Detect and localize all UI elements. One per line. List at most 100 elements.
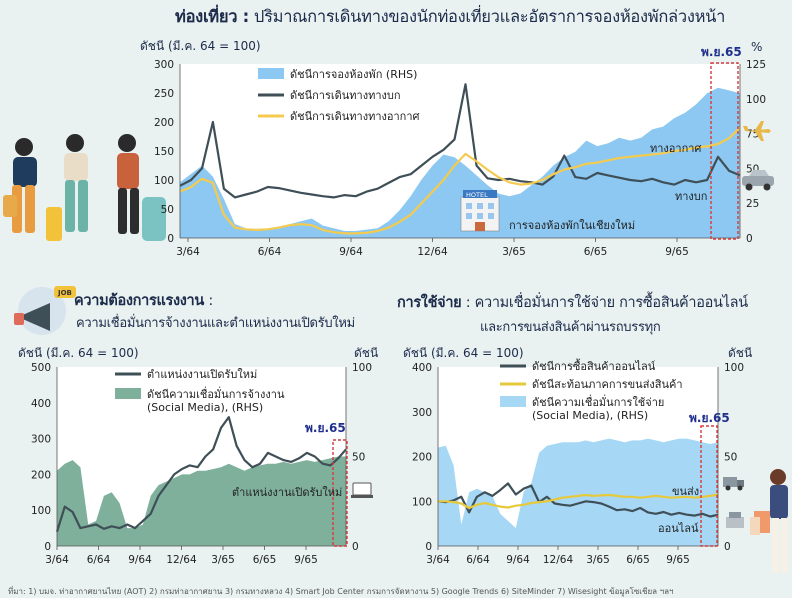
x-tick-label: 9/65 xyxy=(294,554,318,566)
annotation-online: ออนไลน์ xyxy=(658,522,699,535)
x-tick-label: 9/64 xyxy=(339,246,363,258)
y2-tick-label: 125 xyxy=(746,59,766,71)
period-highlight-box xyxy=(710,62,739,240)
y-tick-label: 300 xyxy=(154,59,174,71)
y2-tick-label: 25 xyxy=(746,198,759,210)
y-tick-label: 50 xyxy=(161,204,174,216)
legend-label: ดัชนีการเดินทางทางบก xyxy=(290,89,401,102)
top-lhs-unit: ดัชนี (มี.ค. 64 = 100) xyxy=(140,39,261,53)
legend-label: ดัชนีการเดินทางทางอากาศ xyxy=(290,110,420,123)
annotation-hotel-booking: การจองห้องพักในเชียงใหม่ xyxy=(509,219,635,232)
labor-chart: 0 100 200 300 400 500 0 50 100 3/64 6/64 9/64 12/64 3… xyxy=(31,362,373,566)
x-tick-label: 3/65 xyxy=(502,246,526,258)
y-tick-label: 300 xyxy=(31,434,51,446)
spending-rhs-unit: ดัชนี xyxy=(728,346,753,360)
series-line-1 xyxy=(438,493,719,510)
x-tick-label: 9/65 xyxy=(665,246,689,258)
legend-swatch xyxy=(500,396,526,407)
y2-tick-label: 50 xyxy=(352,452,365,464)
y-tick-label: 0 xyxy=(44,541,51,553)
series-area-2 xyxy=(438,438,718,546)
x-tick-label: 12/64 xyxy=(166,554,197,566)
spending-subtitle: และการขนส่งสินค้าผ่านรถบรรทุก xyxy=(480,320,661,335)
labor-title: ความต้องการแรงงาน : xyxy=(74,289,213,312)
traveler-icon xyxy=(3,134,166,241)
y-tick-label: 0 xyxy=(425,541,432,553)
labor-title-colon: : xyxy=(208,293,213,309)
y-tick-label: 100 xyxy=(412,496,432,508)
megaphone-icon: JOB xyxy=(14,286,76,335)
x-tick-label: 9/64 xyxy=(128,554,152,566)
hotel-icon: HOTEL xyxy=(460,190,500,232)
airplane-icon xyxy=(743,121,771,141)
legend-swatch xyxy=(115,388,141,399)
y-tick-label: 400 xyxy=(412,362,432,374)
labor-period-tag: พ.ย.65 xyxy=(305,421,346,435)
annotation-job-openings: ตำแหน่งงานเปิดรับใหม่ xyxy=(232,486,342,499)
legend-label: ดัชนีการซื้อสินค้าออนไลน์ xyxy=(532,358,656,373)
y-tick-label: 100 xyxy=(31,505,51,517)
top-rhs-unit: % xyxy=(751,40,763,54)
y-tick-label: 150 xyxy=(154,146,174,158)
shopper-icon xyxy=(750,469,788,573)
series-line-1 xyxy=(179,83,741,199)
y-tick-label: 200 xyxy=(154,117,174,129)
y-tick-label: 200 xyxy=(31,469,51,481)
series-line-0 xyxy=(437,482,719,518)
x-tick-label: 3/64 xyxy=(426,554,450,566)
x-tick-label: 6/64 xyxy=(466,554,490,566)
series-area-1 xyxy=(57,456,346,546)
svg-text:HOTEL: HOTEL xyxy=(466,191,488,199)
period-tag: พ.ย.65 xyxy=(701,45,742,59)
legend-label-cont: (Social Media), (RHS) xyxy=(532,409,648,422)
annotation-transport: ขนส่ง xyxy=(672,485,699,498)
source-footnote: ที่มา: 1) บมจ. ท่าอากาศยานไทย (AOT) 2) ก… xyxy=(8,587,674,596)
x-tick-label: 6/65 xyxy=(626,554,650,566)
x-tick-label: 12/64 xyxy=(417,246,448,258)
truck-icon xyxy=(723,477,744,491)
y2-tick-label: 0 xyxy=(352,541,359,553)
series-line-0 xyxy=(55,416,347,533)
series-line-2 xyxy=(179,127,741,235)
y-tick-label: 100 xyxy=(154,175,174,187)
y2-tick-label: 0 xyxy=(724,541,731,553)
car-icon xyxy=(742,170,774,191)
y2-tick-label: 100 xyxy=(352,362,372,374)
y2-tick-label: 100 xyxy=(724,362,744,374)
x-tick-label: 9/64 xyxy=(506,554,530,566)
y-tick-label: 250 xyxy=(154,88,174,100)
labor-rhs-unit: ดัชนี xyxy=(354,346,379,360)
y-tick-label: 500 xyxy=(31,362,51,374)
labor-title-bold: ความต้องการแรงงาน xyxy=(74,293,205,309)
laptop-icon xyxy=(351,482,373,498)
legend-label: ตำแหน่งงานเปิดรับใหม่ xyxy=(147,368,257,381)
y-tick-label: 400 xyxy=(31,398,51,410)
period-highlight-box xyxy=(332,439,348,547)
legend-label: ดัชนีความเชื่อมั่นการใช้จ่าย xyxy=(532,394,664,409)
x-tick-label: 12/64 xyxy=(543,554,574,566)
job-badge: JOB xyxy=(57,289,72,297)
spending-period-tag: พ.ย.65 xyxy=(689,411,730,425)
spending-title: การใช้จ่าย : ความเชื่อมั่นการใช้จ่าย การ… xyxy=(397,291,748,314)
y-tick-label: 300 xyxy=(412,407,432,419)
annotation-air: ทางอากาศ xyxy=(650,142,701,155)
legend-label-cont: (Social Media), (RHS) xyxy=(147,401,263,414)
annotation-land: ทางบก xyxy=(675,190,707,203)
y-tick-label: 0 xyxy=(167,233,174,245)
series-area-0 xyxy=(180,87,740,238)
y-tick-label: 200 xyxy=(412,452,432,464)
x-tick-label: 6/65 xyxy=(584,246,608,258)
x-tick-label: 6/64 xyxy=(87,554,111,566)
x-tick-label: 9/65 xyxy=(666,554,690,566)
y2-tick-label: 50 xyxy=(724,452,737,464)
x-tick-label: 6/65 xyxy=(253,554,277,566)
page-title: ท่องเที่ยว : ปริมาณการเดินทางของนักท่องเ… xyxy=(175,4,725,30)
y2-tick-label: 0 xyxy=(746,233,753,245)
page-title-bold: ท่องเที่ยว : xyxy=(175,7,249,26)
cash-register-icon xyxy=(726,512,744,528)
legend-label: ดัชนีการจองห้องพัก (RHS) xyxy=(290,68,417,81)
legend-label: ดัชนีสะท้อนภาคการขนส่งสินค้า xyxy=(532,378,683,391)
labor-subtitle: ความเชื่อมั่นการจ้างงานและตำแหน่งงานเปิด… xyxy=(76,316,355,331)
